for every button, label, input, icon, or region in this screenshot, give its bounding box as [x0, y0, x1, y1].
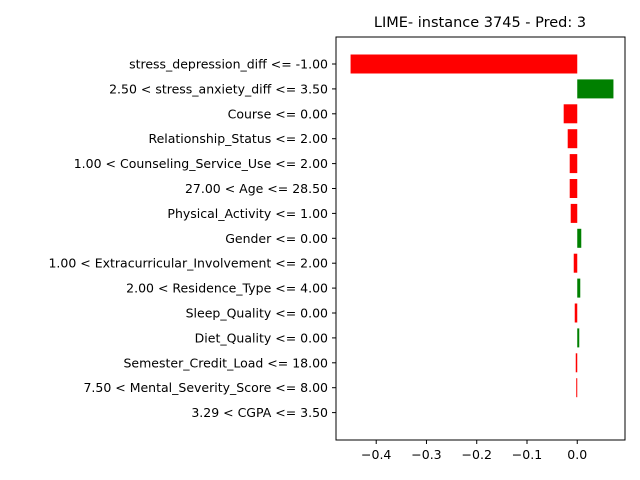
bar-11: [577, 328, 580, 348]
category-label-1: 2.50 < stress_anxiety_diff <= 3.50: [109, 81, 328, 96]
chart-title: LIME- instance 3745 - Pred: 3: [374, 15, 586, 31]
bar-5: [569, 179, 578, 198]
x-tick-label-0: −0.4: [361, 447, 391, 462]
category-label-0: stress_depression_diff <= -1.00: [129, 57, 328, 72]
category-label-3: Relationship_Status <= 2.00: [148, 131, 328, 146]
bar-1: [577, 79, 614, 99]
x-tick-label-4: 0.0: [567, 447, 587, 462]
category-label-2: Course <= 0.00: [228, 106, 328, 121]
category-label-8: 1.00 < Extracurricular_Involvement <= 2.…: [48, 256, 328, 271]
bar-7: [577, 228, 582, 248]
category-label-7: Gender <= 0.00: [225, 231, 328, 246]
bar-4: [569, 154, 578, 174]
bar-9: [577, 278, 581, 298]
x-tick-label-2: −0.2: [462, 447, 492, 462]
bar-2: [563, 104, 578, 124]
category-label-4: 1.00 < Counseling_Service_Use <= 2.00: [74, 156, 328, 171]
category-label-12: Semester_Credit_Load <= 18.00: [124, 355, 329, 370]
bar-0: [350, 54, 578, 74]
bars-group: [350, 54, 614, 398]
bar-6: [570, 203, 578, 223]
plot-frame: [335, 36, 626, 441]
x-tick-label-1: −0.3: [411, 447, 441, 462]
category-label-11: Diet_Quality <= 0.00: [195, 330, 328, 345]
bar-13: [576, 378, 578, 398]
category-labels: stress_depression_diff <= -1.00 2.50 < st…: [48, 57, 336, 420]
bar-10: [574, 303, 578, 323]
bar-12: [575, 353, 578, 373]
bar-3: [567, 129, 578, 149]
category-label-13: 7.50 < Mental_Severity_Score <= 8.00: [83, 380, 328, 395]
category-label-10: Sleep_Quality <= 0.00: [186, 306, 328, 321]
category-label-9: 2.00 < Residence_Type <= 4.00: [126, 281, 328, 296]
category-label-6: Physical_Activity <= 1.00: [167, 206, 328, 221]
x-axis-ticks: −0.4 −0.3 −0.2 −0.1 0.0: [361, 440, 587, 462]
x-tick-label-3: −0.1: [512, 447, 542, 462]
category-label-5: 27.00 < Age <= 28.50: [185, 181, 328, 196]
bar-8: [573, 253, 578, 273]
category-label-14: 3.29 < CGPA <= 3.50: [191, 405, 328, 420]
